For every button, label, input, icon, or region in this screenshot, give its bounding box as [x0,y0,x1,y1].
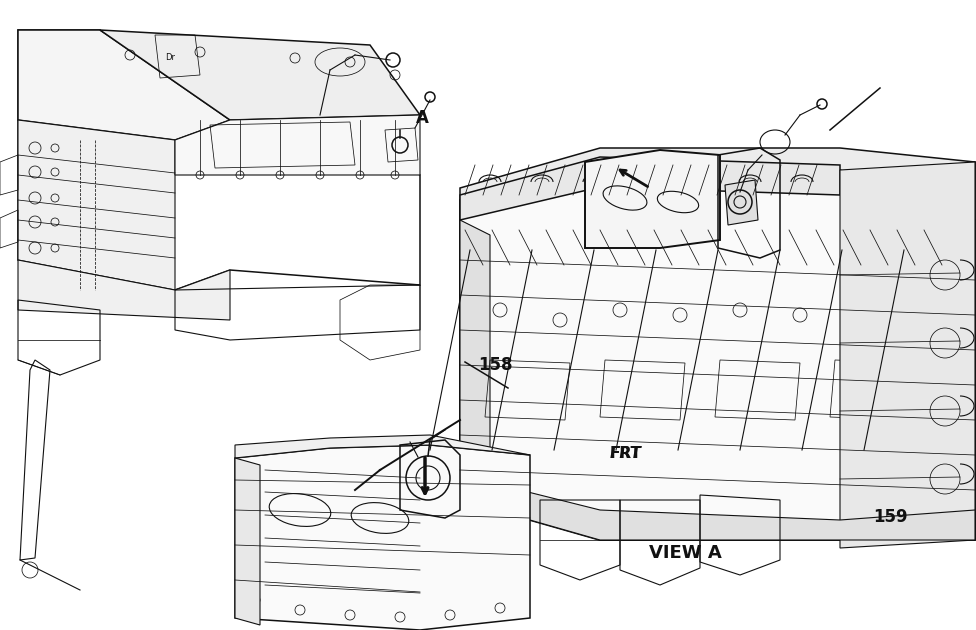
Polygon shape [18,260,230,320]
Text: FRT: FRT [610,446,642,461]
Polygon shape [18,30,230,140]
Polygon shape [235,458,260,625]
Polygon shape [460,148,975,220]
Polygon shape [460,162,975,220]
Polygon shape [235,435,530,458]
Text: 159: 159 [874,508,908,525]
Polygon shape [18,120,175,290]
Polygon shape [460,157,840,220]
Polygon shape [840,162,975,548]
Polygon shape [460,162,975,540]
Polygon shape [725,180,758,225]
Text: A: A [416,110,429,127]
Text: 158: 158 [478,357,512,374]
Polygon shape [460,475,975,540]
Polygon shape [100,30,420,120]
Polygon shape [460,220,490,510]
Polygon shape [175,115,420,175]
Text: VIEW A: VIEW A [649,544,722,562]
Text: FRT: FRT [610,446,642,461]
Text: Dr: Dr [165,54,175,62]
Polygon shape [585,150,720,248]
Polygon shape [235,445,530,630]
